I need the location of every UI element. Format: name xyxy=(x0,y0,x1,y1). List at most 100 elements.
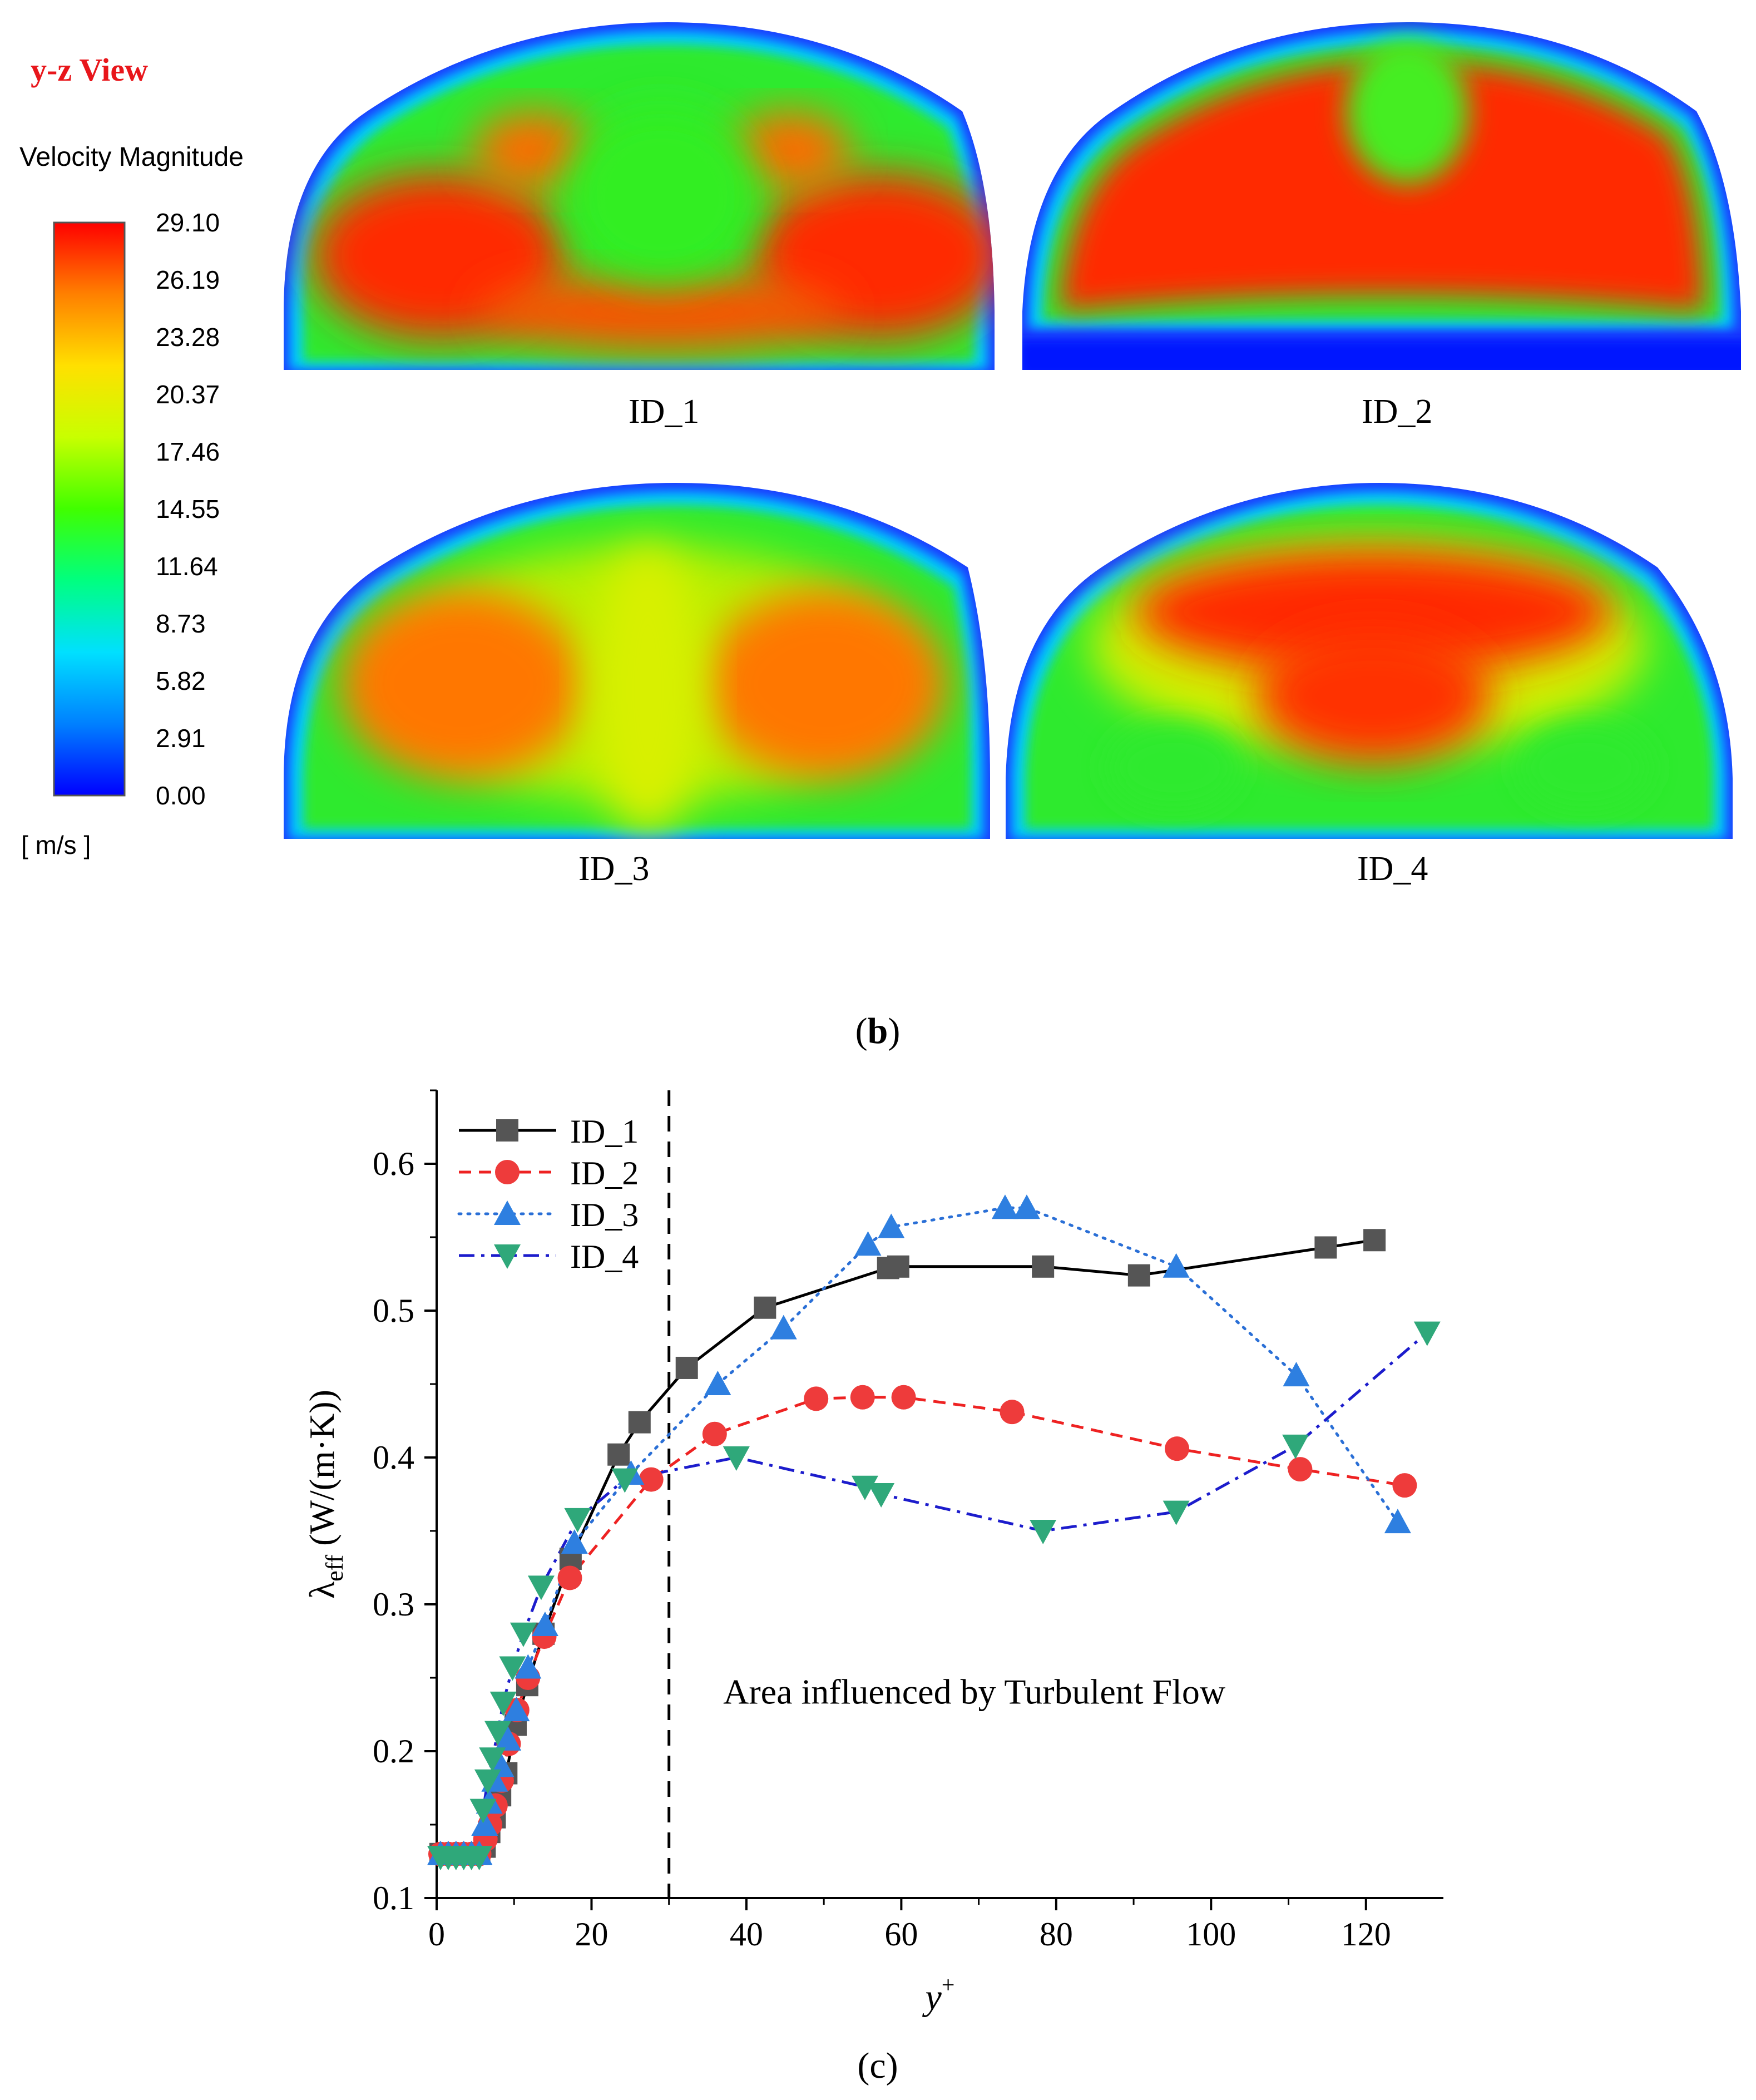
contour-id2 xyxy=(1022,22,1741,370)
contour-label-id2: ID_2 xyxy=(1362,393,1432,431)
y-tick-label: 0.2 xyxy=(373,1733,414,1770)
chart-legend: ID_1 ID_2 ID_3 ID_4 xyxy=(457,1113,639,1275)
data-point-id1 xyxy=(1314,1236,1337,1259)
chart-annotation: Area influenced by Turbulent Flow xyxy=(723,1672,1225,1711)
legend-colorbar xyxy=(53,221,126,797)
data-point-id3 xyxy=(878,1213,905,1238)
data-point-id1 xyxy=(628,1411,651,1434)
data-point-id4 xyxy=(466,1846,493,1871)
y-axis-label-sub: eff xyxy=(321,1554,348,1581)
legend-marker xyxy=(494,1244,521,1269)
data-point-id4 xyxy=(469,1798,497,1824)
x-tick-label: 80 xyxy=(1040,1916,1073,1953)
data-point-id2 xyxy=(891,1385,916,1410)
contour-id3 xyxy=(284,483,990,839)
legend-tick-label: 8.73 xyxy=(156,609,206,638)
x-axis-label: y+ xyxy=(922,1973,955,2018)
series-line-id2 xyxy=(440,1396,1405,1856)
data-point-id3 xyxy=(1163,1253,1190,1278)
data-point-id2 xyxy=(804,1386,829,1411)
view-title: y-z View xyxy=(31,52,148,88)
data-point-id1 xyxy=(1127,1264,1150,1287)
x-axis-label-main: y xyxy=(922,1977,942,2018)
legend-tick-label: 0.00 xyxy=(156,781,206,810)
legend-label: ID_2 xyxy=(570,1155,639,1192)
caption-c-letter: c xyxy=(869,2045,886,2086)
data-point-id2 xyxy=(639,1467,664,1492)
legend-tick-label: 29.10 xyxy=(156,208,220,237)
data-point-id2 xyxy=(1165,1436,1190,1461)
data-point-id3 xyxy=(854,1231,882,1256)
legend-label: ID_3 xyxy=(570,1197,639,1233)
axis-ticks: 0 20 40 60 80 100 120 0.1 0.2 0.3 0.4 0.5 0.6 xyxy=(373,1089,1443,1953)
contour-label-id3: ID_3 xyxy=(578,850,649,888)
data-point-id3 xyxy=(770,1315,797,1340)
y-tick-label: 0.6 xyxy=(373,1145,414,1182)
data-point-id3 xyxy=(1283,1362,1310,1387)
data-point-id1 xyxy=(754,1296,776,1319)
y-tick-label: 0.3 xyxy=(373,1586,414,1623)
data-point-id1 xyxy=(1032,1255,1055,1278)
y-axis-label-main: λ xyxy=(302,1582,342,1599)
x-axis-label-sup: + xyxy=(942,1973,955,1998)
x-tick-label: 20 xyxy=(575,1916,608,1953)
legend-tick-label: 2.91 xyxy=(156,724,206,753)
data-point-id4 xyxy=(499,1656,526,1681)
legend-label: ID_4 xyxy=(570,1238,639,1275)
line-chart: 0 20 40 60 80 100 120 0.1 0.2 0.3 0.4 0.5 0.6 Area i… xyxy=(302,1089,1443,2086)
data-point-id3 xyxy=(515,1654,542,1679)
legend-unit: [ m/s ] xyxy=(21,831,91,859)
data-point-id4 xyxy=(1163,1500,1190,1525)
data-point-id3 xyxy=(503,1697,530,1722)
data-point-id2 xyxy=(850,1385,875,1410)
series-line-id4 xyxy=(440,1331,1428,1859)
x-tick-label: 40 xyxy=(730,1916,763,1953)
x-tick-label: 120 xyxy=(1341,1916,1391,1953)
data-point-id4 xyxy=(479,1747,506,1772)
legend-tick-label: 23.28 xyxy=(156,323,220,352)
data-point-id2 xyxy=(1288,1457,1313,1482)
y-axis-label: λeff (W/(m·K)) xyxy=(302,1390,348,1599)
legend-tick-label: 14.55 xyxy=(156,495,220,523)
data-point-id3 xyxy=(561,1529,588,1554)
data-point-id1 xyxy=(675,1356,698,1379)
legend-tick-label: 17.46 xyxy=(156,437,220,466)
legend-label: ID_1 xyxy=(570,1113,639,1150)
data-point-id3 xyxy=(704,1371,731,1395)
data-point-id4 xyxy=(1282,1434,1309,1459)
data-point-id3 xyxy=(531,1611,558,1636)
data-point-id1 xyxy=(887,1255,909,1278)
data-point-id3 xyxy=(1384,1509,1411,1534)
data-point-id2 xyxy=(557,1565,582,1590)
data-point-id4 xyxy=(611,1468,639,1493)
contour-label-id4: ID_4 xyxy=(1357,850,1428,888)
data-point-id4 xyxy=(484,1721,511,1746)
series-lines xyxy=(439,1206,1428,1859)
y-tick-label: 0.5 xyxy=(373,1292,414,1329)
data-point-id3 xyxy=(991,1194,1018,1219)
x-tick-label: 100 xyxy=(1186,1916,1236,1953)
data-point-id4 xyxy=(510,1622,537,1647)
data-point-id4 xyxy=(527,1575,555,1600)
legend-tick-label: 5.82 xyxy=(156,666,206,695)
legend-marker xyxy=(496,1119,518,1142)
legend-marker xyxy=(495,1160,520,1184)
series-markers xyxy=(427,1194,1441,1871)
contour-label-id1: ID_1 xyxy=(629,393,699,431)
data-point-id4 xyxy=(1413,1321,1441,1346)
y-tick-label: 0.1 xyxy=(373,1880,414,1916)
legend-ticks: 29.10 26.19 23.28 20.37 17.46 14.55 11.64 8.73 5… xyxy=(156,208,220,810)
legend-marker xyxy=(494,1200,521,1225)
data-point-id1 xyxy=(607,1443,630,1466)
y-axis-label-unit: (W/(m·K)) xyxy=(302,1390,342,1555)
data-point-id4 xyxy=(851,1475,878,1500)
data-point-id2 xyxy=(1000,1400,1025,1425)
data-point-id3 xyxy=(1013,1194,1040,1219)
y-tick-label: 0.4 xyxy=(373,1439,414,1476)
data-point-id4 xyxy=(564,1508,591,1533)
data-point-id4 xyxy=(489,1691,517,1716)
data-point-id4 xyxy=(723,1446,750,1471)
legend-tick-label: 20.37 xyxy=(156,380,220,409)
